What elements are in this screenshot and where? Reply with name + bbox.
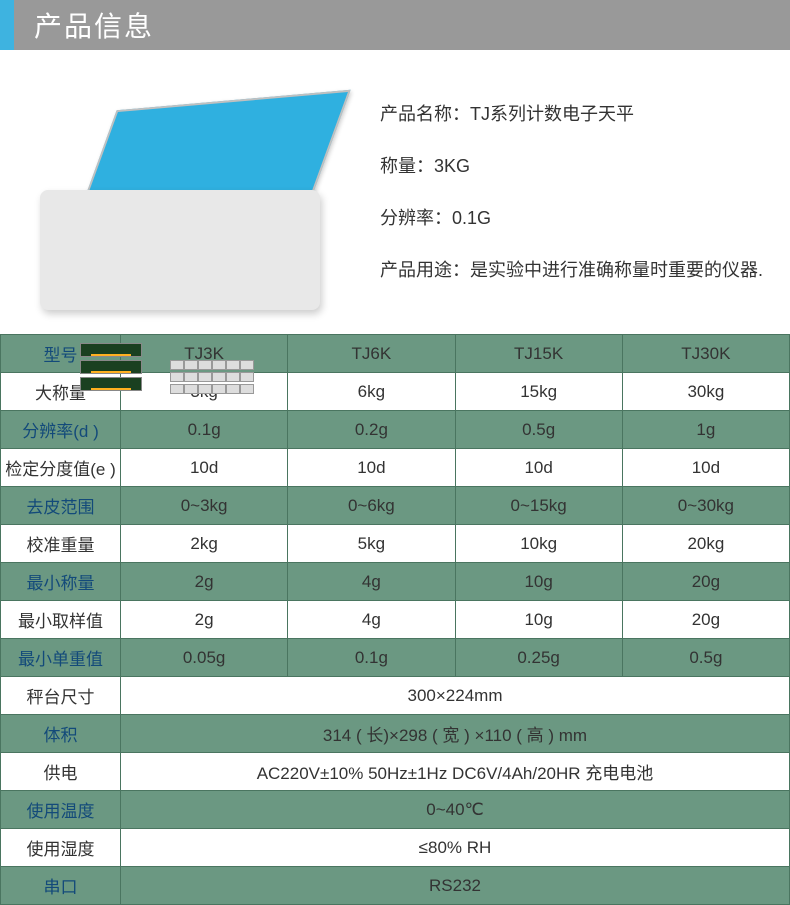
table-row-label: 串口 [1,867,121,905]
table-row: 使用湿度≤80% RH [1,829,790,867]
table-cell-full: 300×224mm [121,677,790,715]
header-accent [0,0,14,50]
table-row: 最小取样值2g4g10g20g [1,601,790,639]
table-row: 最小称量2g4g10g20g [1,563,790,601]
info-weight: 称量：3KG [380,152,780,178]
info-name-label: 产品名称： [380,104,470,124]
table-row: 检定分度值(e )10d10d10d10d [1,449,790,487]
spec-table: 型号TJ3KTJ6KTJ15KTJ30K大称量3kg6kg15kg30kg分辨率… [0,334,790,905]
table-cell: 0.2g [288,411,455,449]
table-cell-full: ≤80% RH [121,829,790,867]
table-cell: 20kg [622,525,789,563]
info-list: 产品名称：TJ系列计数电子天平 称量：3KG 分辨率：0.1G 产品用途：是实验… [350,70,780,308]
scale-body-icon [40,190,320,310]
info-use: 产品用途：是实验中进行准确称量时重要的仪器. [380,256,780,282]
info-name-value: TJ系列计数电子天平 [470,104,634,124]
table-cell: 0~6kg [288,487,455,525]
table-row: 分辨率(d )0.1g0.2g0.5g1g [1,411,790,449]
table-row-label: 秤台尺寸 [1,677,121,715]
info-weight-label: 称量： [380,156,434,176]
table-cell: 10g [455,563,622,601]
info-res-label: 分辨率： [380,208,452,228]
table-header-model: TJ30K [622,335,789,373]
info-res: 分辨率：0.1G [380,204,780,230]
table-cell: 1g [622,411,789,449]
table-cell: 10d [455,449,622,487]
info-weight-value: 3KG [434,156,470,176]
table-row: 秤台尺寸300×224mm [1,677,790,715]
product-image [10,70,350,310]
table-cell: 2g [121,563,288,601]
table-cell: 15kg [455,373,622,411]
table-cell-full: 0~40℃ [121,791,790,829]
table-cell: 0.5g [455,411,622,449]
table-row: 体积314 ( 长)×298 ( 宽 ) ×110 ( 高 ) mm [1,715,790,753]
table-row-label: 最小单重值 [1,639,121,677]
table-row-label: 使用温度 [1,791,121,829]
table-row-label: 去皮范围 [1,487,121,525]
table-row: 最小单重值0.05g0.1g0.25g0.5g [1,639,790,677]
table-row-label: 供电 [1,753,121,791]
table-row-label: 最小称量 [1,563,121,601]
table-row-label: 校准重量 [1,525,121,563]
table-row-label: 使用湿度 [1,829,121,867]
table-cell: 0~3kg [121,487,288,525]
table-cell: 4g [288,601,455,639]
table-cell: 0~30kg [622,487,789,525]
table-row: 使用温度0~40℃ [1,791,790,829]
table-cell: 10g [455,601,622,639]
table-cell: 10d [121,449,288,487]
table-row: 供电AC220V±10% 50Hz±1Hz DC6V/4Ah/20HR 充电电池 [1,753,790,791]
table-cell: 0~15kg [455,487,622,525]
table-row: 串口RS232 [1,867,790,905]
table-row-label: 检定分度值(e ) [1,449,121,487]
table-cell: 2g [121,601,288,639]
table-cell: 30kg [622,373,789,411]
table-cell-full: RS232 [121,867,790,905]
info-use-value: 是实验中进行准确称量时重要的仪器. [470,260,763,280]
info-res-value: 0.1G [452,208,491,228]
table-cell: 6kg [288,373,455,411]
table-cell: 10d [622,449,789,487]
table-row: 去皮范围0~3kg0~6kg0~15kg0~30kg [1,487,790,525]
table-cell-full: 314 ( 长)×298 ( 宽 ) ×110 ( 高 ) mm [121,715,790,753]
table-cell-full: AC220V±10% 50Hz±1Hz DC6V/4Ah/20HR 充电电池 [121,753,790,791]
table-cell: 0.1g [121,411,288,449]
table-cell: 0.05g [121,639,288,677]
table-cell: 20g [622,563,789,601]
table-row-label: 分辨率(d ) [1,411,121,449]
table-cell: 0.5g [622,639,789,677]
table-cell: 0.1g [288,639,455,677]
top-section: 产品名称：TJ系列计数电子天平 称量：3KG 分辨率：0.1G 产品用途：是实验… [0,50,790,334]
info-name: 产品名称：TJ系列计数电子天平 [380,100,780,126]
table-row: 校准重量2kg5kg10kg20kg [1,525,790,563]
header-bar: 产品信息 [0,0,790,50]
table-cell: 2kg [121,525,288,563]
table-cell: 5kg [288,525,455,563]
table-cell: 20g [622,601,789,639]
table-row-label: 体积 [1,715,121,753]
scale-keypad-icon [170,360,252,394]
header-title: 产品信息 [34,5,154,45]
table-cell: 10kg [455,525,622,563]
table-cell: 4g [288,563,455,601]
table-header-model: TJ15K [455,335,622,373]
table-row-label: 最小取样值 [1,601,121,639]
info-use-label: 产品用途： [380,260,470,280]
table-cell: 0.25g [455,639,622,677]
scale-display-icon [80,340,160,400]
table-cell: 10d [288,449,455,487]
table-header-model: TJ6K [288,335,455,373]
